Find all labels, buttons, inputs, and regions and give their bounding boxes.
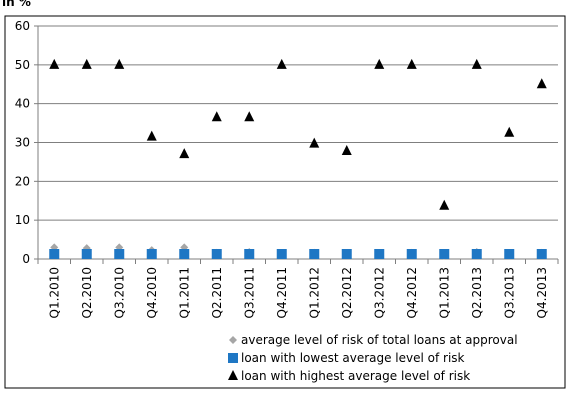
highest-risk-point xyxy=(406,58,417,69)
lowest-risk-point xyxy=(114,249,125,259)
highest-risk-point xyxy=(504,126,515,137)
highest-risk-point xyxy=(114,58,125,69)
unit-label: in % xyxy=(2,0,31,9)
gridlines xyxy=(38,25,558,221)
y-tick-label: 50 xyxy=(15,58,30,72)
highest-risk-point xyxy=(211,111,222,122)
highest-risk-point xyxy=(471,58,482,69)
x-tick-label: Q3.2013 xyxy=(502,267,516,318)
lowest-risk-point xyxy=(309,249,320,259)
x-tick-label: Q2.2010 xyxy=(80,267,94,318)
lowest-risk-point xyxy=(211,249,222,259)
x-tick-label: Q2.2013 xyxy=(470,267,484,318)
lowest-risk-point xyxy=(536,249,547,259)
y-tick-label: 40 xyxy=(15,97,30,111)
x-tick-label: Q1.2013 xyxy=(437,267,451,318)
lowest-risk-point xyxy=(504,249,515,259)
x-tick-label: Q4.2010 xyxy=(145,267,159,318)
lowest-risk-point xyxy=(244,249,255,259)
legend-marker-highest-risk xyxy=(228,370,238,380)
highest-risk-point xyxy=(244,111,255,122)
x-tick-label: Q4.2011 xyxy=(275,267,289,318)
x-tick-label: Q4.2012 xyxy=(405,267,419,318)
x-tick-label: Q3.2012 xyxy=(372,267,386,318)
lowest-risk-point xyxy=(49,249,60,259)
x-tick-label: Q2.2012 xyxy=(340,267,354,318)
highest-risk-point xyxy=(49,58,60,69)
legend-label: loan with lowest average level of risk xyxy=(241,351,465,365)
x-tick-label: Q1.2011 xyxy=(177,267,191,318)
legend-label: loan with highest average level of risk xyxy=(241,369,470,383)
x-tick-label: Q2.2011 xyxy=(210,267,224,318)
highest-risk-point xyxy=(536,78,547,89)
x-tick-label: Q1.2010 xyxy=(47,267,61,318)
highest-risk-point xyxy=(341,145,352,156)
y-tick-label: 10 xyxy=(15,213,30,227)
plot-area xyxy=(4,15,566,389)
lowest-risk-point xyxy=(374,249,385,259)
lowest-risk-point xyxy=(406,249,417,259)
x-tick-label: Q3.2010 xyxy=(112,267,126,318)
y-tick-label: 0 xyxy=(22,252,30,266)
x-tick-label: Q4.2013 xyxy=(535,267,549,318)
legend-marker-lowest-risk xyxy=(228,353,238,363)
lowest-risk-point xyxy=(471,249,482,259)
y-tick-label: 30 xyxy=(15,136,30,150)
y-tick-label: 60 xyxy=(15,19,30,33)
highest-risk-point xyxy=(179,148,190,159)
lowest-risk-point xyxy=(439,249,450,259)
y-tick-label: 20 xyxy=(15,174,30,188)
lowest-risk-point xyxy=(276,249,287,259)
highest-risk-point xyxy=(146,130,157,141)
legend: average level of risk of total loans at … xyxy=(228,333,518,383)
highest-risk-point xyxy=(439,199,450,210)
x-tick-label: Q1.2012 xyxy=(307,267,321,318)
highest-risk-point xyxy=(81,58,92,69)
legend-marker-avg-risk xyxy=(229,336,237,344)
data-marks xyxy=(49,58,547,260)
axes: 0 10 20 30 40 50 60 Q1.2010 Q2.2010 Q3.2010 Q4.201… xyxy=(15,19,559,318)
highest-risk-point xyxy=(309,137,320,148)
highest-risk-point xyxy=(276,58,287,69)
x-tick-label: Q3.2011 xyxy=(242,267,256,318)
lowest-risk-point xyxy=(179,249,190,259)
lowest-risk-point xyxy=(341,249,352,259)
legend-label: average level of risk of total loans at … xyxy=(241,333,518,347)
lowest-risk-point xyxy=(146,249,157,259)
lowest-risk-point xyxy=(81,249,92,259)
highest-risk-point xyxy=(374,58,385,69)
